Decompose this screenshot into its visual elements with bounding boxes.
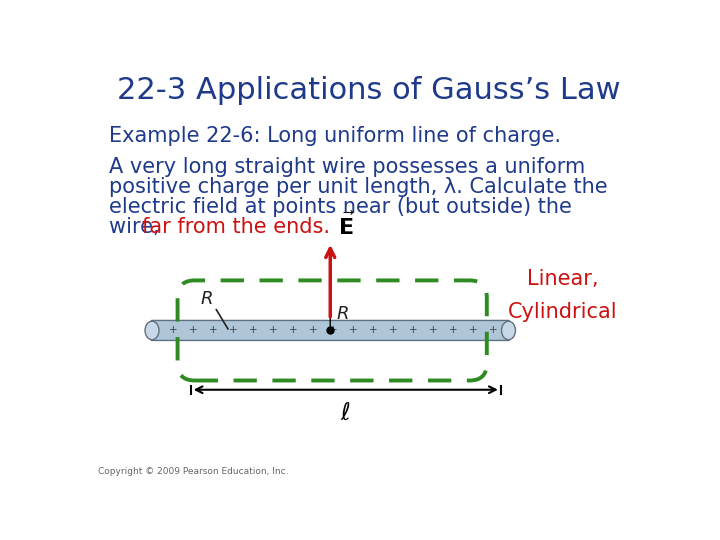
Text: +: + bbox=[309, 326, 318, 335]
Text: Example 22-6: Long uniform line of charge.: Example 22-6: Long uniform line of charg… bbox=[109, 126, 562, 146]
Text: +: + bbox=[349, 326, 358, 335]
Text: +: + bbox=[210, 326, 218, 335]
Text: Copyright © 2009 Pearson Education, Inc.: Copyright © 2009 Pearson Education, Inc. bbox=[98, 467, 288, 476]
Text: +: + bbox=[449, 326, 457, 335]
Ellipse shape bbox=[502, 321, 516, 340]
Text: +: + bbox=[489, 326, 498, 335]
Text: A very long straight wire possesses a uniform: A very long straight wire possesses a un… bbox=[109, 157, 585, 177]
Text: +: + bbox=[369, 326, 377, 335]
Text: wire,: wire, bbox=[109, 217, 166, 237]
Text: $\ell$: $\ell$ bbox=[341, 401, 351, 424]
Text: +: + bbox=[329, 326, 338, 335]
Text: +: + bbox=[189, 326, 198, 335]
Text: +: + bbox=[409, 326, 418, 335]
Text: electric field at points near (but outside) the: electric field at points near (but outsi… bbox=[109, 197, 572, 217]
Text: R: R bbox=[336, 305, 349, 323]
Text: +: + bbox=[289, 326, 298, 335]
Text: 22-3 Applications of Gauss’s Law: 22-3 Applications of Gauss’s Law bbox=[117, 76, 621, 105]
FancyBboxPatch shape bbox=[151, 320, 509, 340]
Text: far from the ends.: far from the ends. bbox=[142, 217, 330, 237]
Text: +: + bbox=[429, 326, 438, 335]
Ellipse shape bbox=[145, 321, 159, 340]
Text: $\vec{\mathbf{E}}$: $\vec{\mathbf{E}}$ bbox=[338, 212, 355, 239]
Text: +: + bbox=[269, 326, 278, 335]
Text: positive charge per unit length, λ. Calculate the: positive charge per unit length, λ. Calc… bbox=[109, 177, 608, 197]
Text: +: + bbox=[389, 326, 397, 335]
Text: Linear,
Cylindrical: Linear, Cylindrical bbox=[508, 269, 618, 322]
Text: +: + bbox=[249, 326, 258, 335]
Text: +: + bbox=[169, 326, 178, 335]
Text: +: + bbox=[229, 326, 238, 335]
Text: R: R bbox=[201, 290, 213, 308]
Text: +: + bbox=[469, 326, 477, 335]
